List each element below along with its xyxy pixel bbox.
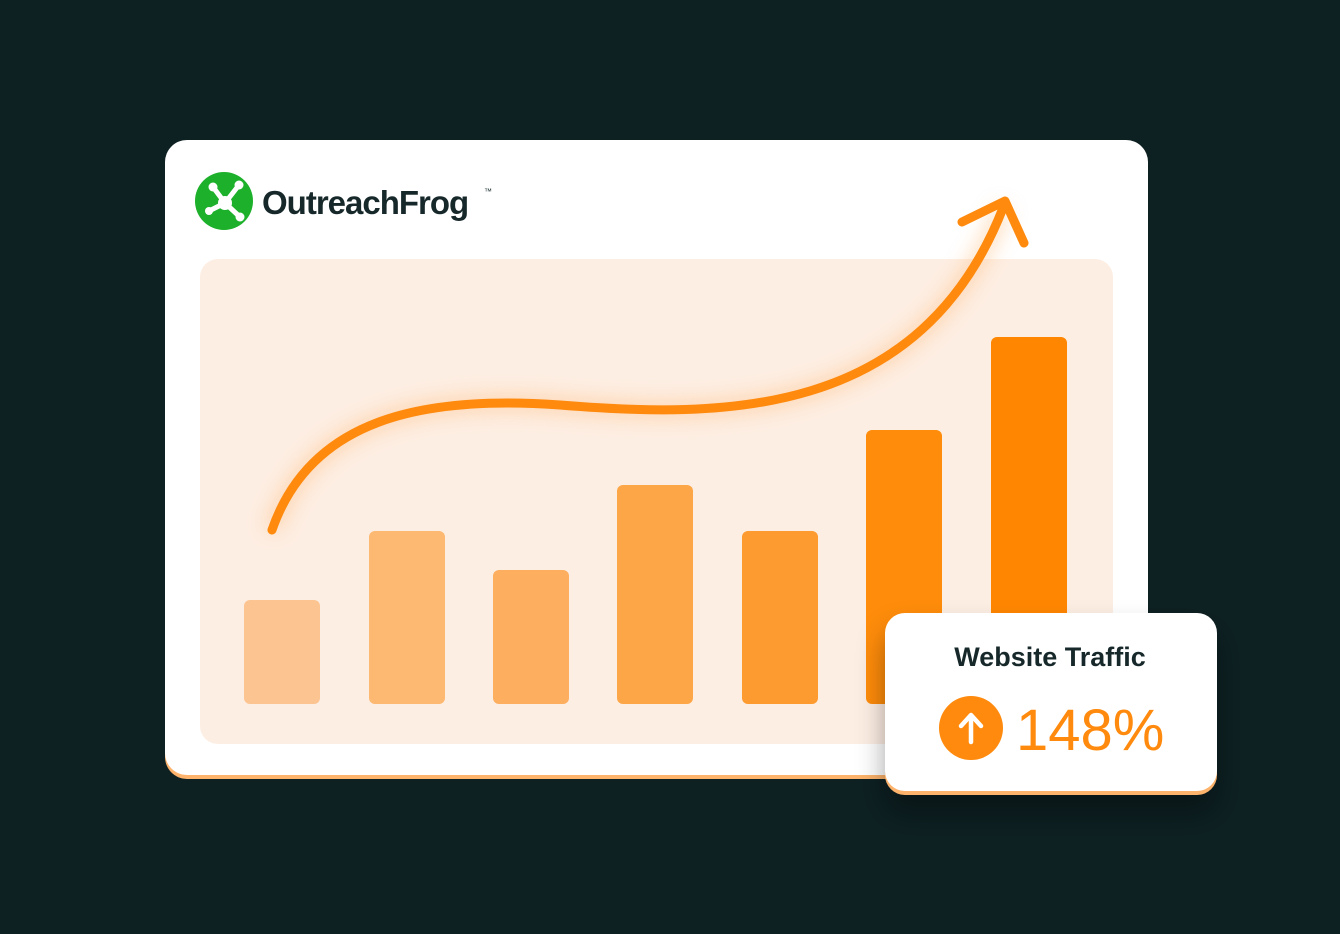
- brand-name: OutreachFrog: [262, 184, 468, 221]
- logo-frog: [205, 180, 245, 222]
- bar: [991, 337, 1067, 704]
- logo: OutreachFrog ™: [195, 172, 492, 230]
- stat-value: 148%: [1016, 698, 1164, 763]
- bar: [617, 485, 693, 704]
- bar: [369, 531, 445, 704]
- up-icon-arrow: [958, 712, 984, 745]
- bar: [244, 600, 320, 704]
- bar: [742, 531, 818, 704]
- trend-arrow: [265, 196, 1029, 535]
- brand-trademark: ™: [484, 187, 492, 196]
- stat-title: Website Traffic: [954, 642, 1146, 672]
- bar: [493, 570, 569, 704]
